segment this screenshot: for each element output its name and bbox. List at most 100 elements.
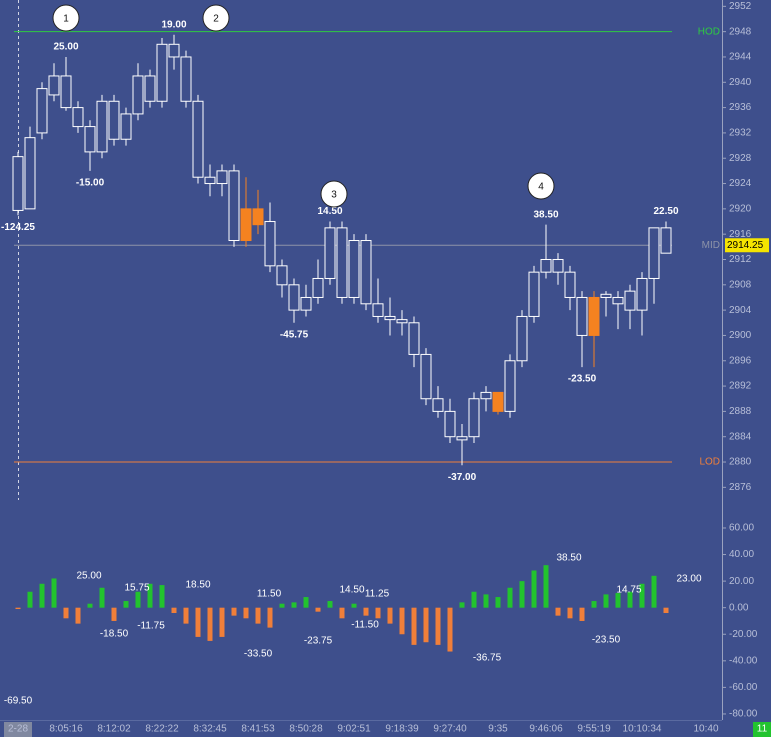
indicator-bar [579, 607, 585, 621]
y-tick-label: 2940 [729, 77, 752, 88]
indicator-bar [63, 607, 69, 619]
indicator-bar [363, 607, 369, 616]
y-tick-label: 2876 [729, 482, 752, 493]
candle-body [384, 315, 396, 321]
y-tick-label: 2880 [729, 457, 752, 468]
candle-body [408, 322, 420, 355]
indicator-bar [99, 587, 105, 608]
marker-circle [52, 4, 80, 32]
indicator-bar [291, 602, 297, 608]
y-tick-label: 2908 [729, 279, 752, 290]
indicator-bar [411, 607, 417, 645]
indicator-label: -18.50 [100, 629, 129, 640]
y2-tick-label: 20.00 [729, 576, 754, 587]
indicator-bar [351, 603, 357, 608]
candle-body [108, 100, 120, 140]
candle-body [660, 227, 672, 254]
indicator-bar [135, 591, 141, 608]
price-label: -15.00 [76, 178, 105, 189]
candle-body [180, 56, 192, 102]
candle-body [444, 410, 456, 438]
price-label: 14.50 [317, 206, 342, 217]
indicator-label: -11.75 [137, 621, 165, 632]
indicator-bar [123, 601, 129, 608]
y2-tick-label: -20.00 [729, 629, 758, 640]
y2-tick-label: -60.00 [729, 682, 758, 693]
candle-body [420, 353, 432, 400]
candle-body [396, 319, 408, 324]
candle-body [144, 75, 156, 102]
indicator-bar [519, 581, 525, 608]
candle-body [624, 290, 636, 311]
indicator-bar [327, 601, 333, 608]
candle-body [48, 75, 60, 96]
indicator-bar [387, 607, 393, 624]
candle-body [372, 303, 384, 317]
candle-body [348, 240, 360, 298]
indicator-bar [627, 591, 633, 608]
indicator-label: 11.25 [365, 589, 390, 600]
y2-tick-label: 40.00 [729, 549, 754, 560]
indicator-bar [543, 565, 549, 608]
indicator-label: -36.75 [473, 653, 502, 664]
candle-body [576, 296, 588, 336]
price-box-label: 2914.25 [727, 240, 764, 251]
candle-body [228, 170, 240, 242]
candle-body [84, 126, 96, 153]
indicator-bar [591, 601, 597, 608]
indicator-bar [423, 607, 429, 643]
level-label: HOD [698, 26, 720, 37]
candle-body [156, 43, 168, 102]
x-tick-label: 8:05:16 [49, 724, 83, 735]
indicator-bar [159, 585, 165, 608]
marker-circle [527, 172, 555, 200]
indicator-label: -23.50 [592, 635, 621, 646]
y-tick-label: 2888 [729, 406, 752, 417]
corner-label: 11 [757, 724, 768, 735]
y-tick-label: 2952 [729, 1, 752, 12]
indicator-bar [243, 607, 249, 619]
candle-body [468, 398, 480, 438]
indicator-label: -69.50 [4, 696, 33, 707]
indicator-bar [399, 607, 405, 635]
candle-body [12, 156, 24, 211]
indicator-bar [111, 607, 117, 621]
indicator-bar [435, 607, 441, 645]
indicator-bar [207, 607, 213, 641]
y-tick-label: 2884 [729, 431, 752, 442]
marker-label: 1 [63, 14, 69, 25]
indicator-bar [171, 607, 177, 613]
indicator-bar [147, 583, 153, 608]
candle-body [600, 293, 612, 298]
y-tick-label: 2948 [729, 26, 752, 37]
indicator-bar [255, 607, 261, 624]
indicator-label: -11.50 [351, 620, 379, 631]
candle-body [648, 227, 660, 279]
candle-body [192, 100, 204, 178]
candle-body [504, 360, 516, 412]
marker-label: 4 [538, 182, 544, 193]
indicator-label: 15.75 [124, 583, 149, 594]
marker-circle [320, 180, 348, 208]
candle-body [324, 227, 336, 279]
indicator-bar [447, 607, 453, 652]
x-tick-label: 9:27:40 [433, 724, 467, 735]
indicator-bar [219, 607, 225, 637]
indicator-bar [39, 583, 45, 608]
candle-body [480, 391, 492, 400]
indicator-bar [531, 570, 537, 608]
price-label: 22.50 [653, 206, 678, 217]
y-tick-label: 2928 [729, 153, 752, 164]
indicator-bar [87, 603, 93, 608]
x-tick-label: 8:41:53 [241, 724, 275, 735]
y-tick-label: 2920 [729, 204, 752, 215]
candle-body [636, 277, 648, 311]
indicator-label: 23.00 [676, 574, 701, 585]
x-tick-label: 8:12:02 [97, 724, 131, 735]
x-tick-label: 8:50:28 [289, 724, 323, 735]
indicator-bar [75, 607, 81, 624]
indicator-bar [639, 583, 645, 608]
indicator-label: 11.50 [257, 589, 282, 600]
indicator-bar [51, 578, 57, 608]
